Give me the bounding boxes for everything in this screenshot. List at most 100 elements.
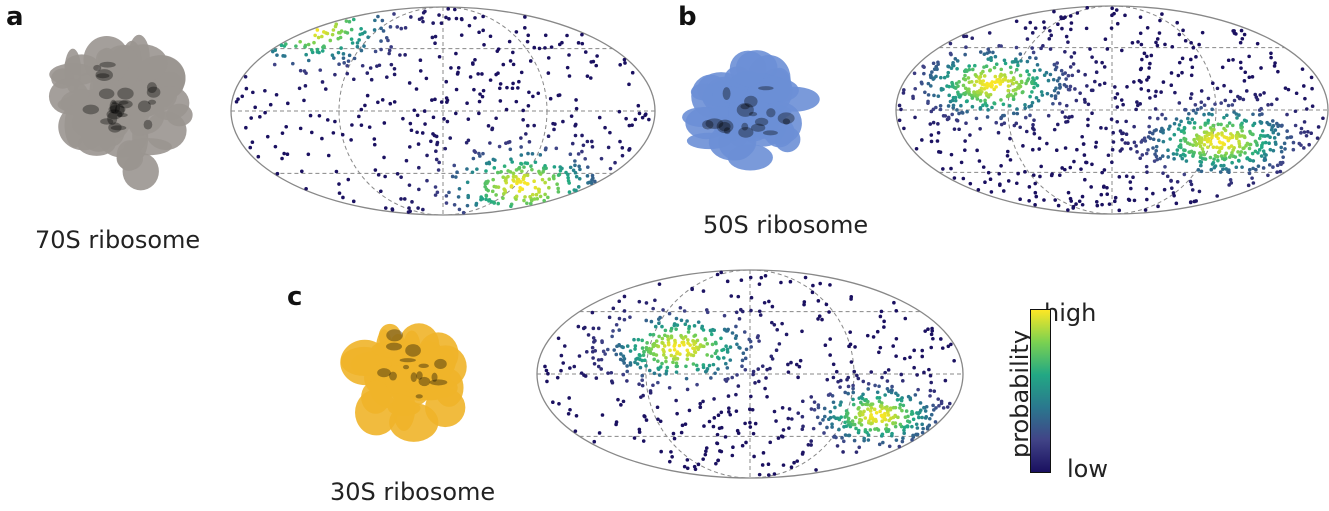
orientation-point: [1239, 66, 1243, 70]
orientation-point: [897, 103, 902, 108]
orientation-point: [480, 94, 485, 99]
orientation-point: [1198, 125, 1203, 130]
orientation-point: [491, 177, 495, 182]
orientation-point: [516, 86, 520, 90]
orientation-point: [606, 371, 610, 375]
orientation-point: [963, 52, 967, 57]
orientation-point: [683, 422, 688, 426]
orientation-point: [621, 372, 626, 377]
orientation-point: [758, 313, 763, 317]
orientation-point: [1161, 128, 1165, 133]
orientation-point: [573, 170, 578, 175]
orientation-point: [1070, 73, 1075, 78]
orientation-point: [401, 116, 405, 121]
orientation-point: [1251, 112, 1255, 117]
orientation-point: [809, 439, 813, 443]
panel-label-c: c: [287, 282, 303, 312]
orientation-point: [608, 166, 613, 171]
orientation-point: [1071, 204, 1076, 209]
orientation-point: [661, 347, 665, 352]
colorbar-high-label: high: [1044, 299, 1097, 327]
orientation-point: [1281, 155, 1285, 159]
orientation-point: [972, 90, 976, 94]
orientation-point: [1171, 191, 1176, 195]
orientation-point: [1261, 166, 1266, 170]
orientation-point: [990, 80, 995, 84]
orientation-point: [1216, 158, 1220, 163]
orientation-point: [509, 184, 514, 189]
orientation-point: [1237, 144, 1242, 149]
orientation-point: [1088, 47, 1092, 51]
orientation-point: [589, 60, 594, 64]
orientation-point: [504, 176, 508, 180]
orientation-point: [1192, 126, 1197, 130]
orientation-point: [911, 417, 916, 422]
orientation-point: [1257, 136, 1262, 141]
orientation-point: [268, 102, 273, 107]
orientation-point: [815, 415, 820, 420]
orientation-point: [905, 419, 910, 423]
orientation-point: [929, 345, 934, 350]
orientation-point: [702, 424, 706, 428]
orientation-point: [1257, 108, 1262, 112]
orientation-point: [523, 26, 527, 30]
caption-50s: 50S ribosome: [703, 211, 869, 239]
orientation-point: [1075, 147, 1079, 152]
orientation-point: [1302, 84, 1306, 88]
orientation-point: [967, 64, 971, 68]
orientation-point: [903, 316, 908, 321]
orientation-point: [435, 140, 440, 145]
orientation-point: [590, 310, 595, 315]
orientation-point: [988, 68, 993, 72]
orientation-point: [399, 175, 403, 179]
orientation-point: [739, 307, 743, 312]
orientation-point: [569, 114, 574, 118]
orientation-point: [1233, 155, 1238, 159]
orientation-point: [1018, 52, 1023, 56]
orientation-point: [555, 182, 559, 187]
orientation-point: [1247, 171, 1252, 176]
orientation-point: [871, 418, 876, 423]
orientation-point: [953, 57, 958, 61]
orientation-point: [1008, 65, 1013, 70]
orientation-point: [787, 426, 791, 430]
orientation-point: [465, 203, 470, 208]
orientation-point: [1139, 42, 1144, 47]
orientation-point: [821, 418, 825, 422]
orientation-point: [868, 409, 873, 413]
orientation-point: [508, 170, 513, 174]
orientation-point: [999, 115, 1004, 120]
orientation-point: [1197, 189, 1202, 194]
orientation-point: [520, 169, 524, 174]
orientation-point: [1223, 153, 1227, 158]
orientation-point: [1056, 22, 1060, 27]
orientation-point: [527, 90, 531, 95]
orientation-point: [849, 295, 854, 299]
orientation-point: [941, 167, 945, 171]
orientation-point: [843, 433, 848, 437]
orientation-point: [387, 48, 392, 53]
orientation-point: [977, 159, 982, 163]
orientation-point: [1255, 97, 1260, 102]
orientation-point: [369, 77, 374, 82]
orientation-point: [628, 349, 633, 353]
orientation-point: [1099, 126, 1103, 130]
orientation-point: [851, 386, 855, 391]
orientation-point: [978, 50, 983, 54]
orientation-point: [286, 101, 290, 106]
orientation-point: [981, 79, 986, 83]
orientation-point: [284, 42, 288, 46]
orientation-point: [726, 377, 730, 381]
orientation-point: [1244, 119, 1249, 123]
orientation-point: [862, 409, 866, 414]
orientation-point: [992, 101, 997, 106]
orientation-point: [881, 440, 885, 445]
orientation-point: [818, 421, 822, 426]
orientation-point: [644, 318, 649, 323]
orientation-point: [392, 72, 397, 77]
orientation-point: [1182, 148, 1186, 152]
orientation-point: [447, 17, 451, 21]
orientation-point: [1176, 73, 1181, 78]
orientation-point: [1082, 153, 1087, 157]
orientation-point: [258, 115, 262, 119]
